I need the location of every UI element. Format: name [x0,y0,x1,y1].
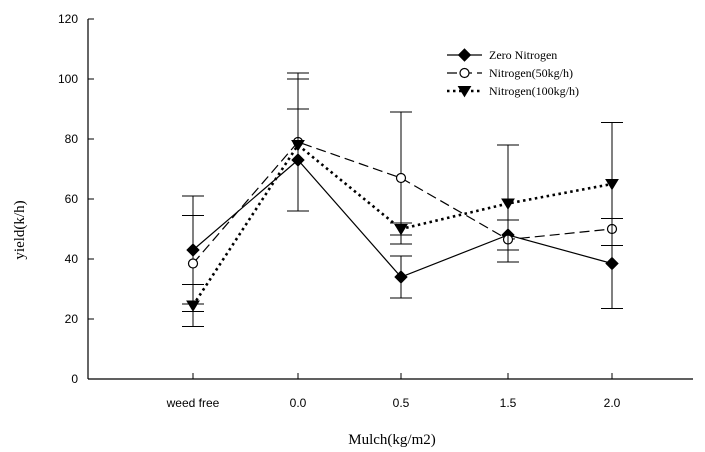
data-point [186,300,200,312]
data-point [605,256,619,271]
series-layer [182,72,623,327]
x-tick-label: weed free [166,396,220,410]
legend-label: Nitrogen(50kg/h) [489,66,573,80]
x-tick-label: 0.0 [290,396,307,410]
y-tick-label: 40 [65,252,79,266]
axes [87,19,693,380]
data-point [395,172,407,184]
data-point [187,258,199,269]
series-3 [182,78,623,327]
x-tick-label: 2.0 [604,396,621,410]
y-tick-label: 60 [65,192,79,206]
data-point [501,198,515,210]
data-point [291,140,305,152]
data-point [394,270,408,284]
y-axis-title: yield(k/h) [12,200,28,259]
y-tick-label: 120 [58,12,78,26]
y-tick-label: 100 [58,72,78,86]
x-tick-label: 0.5 [393,396,410,410]
legend-label: Nitrogen(100kg/h) [489,84,579,98]
x-axis-title: Mulch(kg/m2) [348,432,436,448]
y-tick-label: 20 [65,312,79,326]
x-axis-ticks: weed free 0.0 0.5 1.5 2.0 [166,373,621,410]
legend: Zero Nitrogen Nitrogen(50kg/h) Nitrogen(10… [447,48,579,98]
series-line [192,141,613,264]
legend-marker [457,86,472,98]
data-point [394,224,408,236]
y-axis-ticks: 0 20 40 60 80 100 120 [58,12,94,386]
y-tick-label: 0 [71,372,78,386]
legend-label: Zero Nitrogen [489,48,557,62]
data-point [605,179,619,191]
x-tick-label: 1.5 [500,396,517,410]
legend-marker [457,48,472,62]
series-1 [182,108,623,309]
y-tick-label: 80 [65,132,79,146]
legend-marker [459,67,470,79]
